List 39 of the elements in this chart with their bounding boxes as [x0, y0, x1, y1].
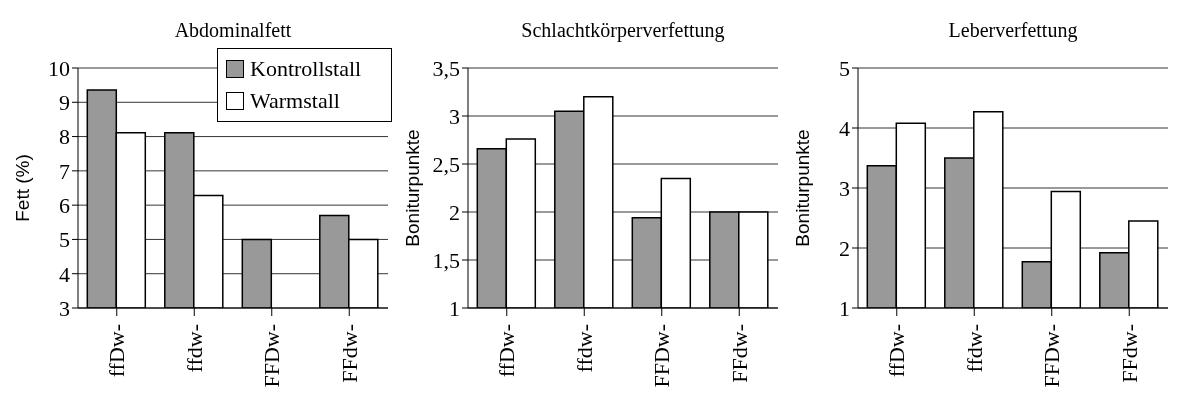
y-tick-label: 1,5	[432, 247, 460, 273]
x-tick-label: ffdw-	[181, 324, 207, 373]
legend-label: Warmstall	[250, 88, 340, 114]
y-tick-label: 9	[59, 90, 70, 116]
y-tick-label: 3	[839, 175, 850, 201]
chart-title: Abdominalfett	[173, 18, 293, 43]
y-tick-label: 5	[59, 227, 70, 253]
x-tick-label: FFdw-	[336, 324, 362, 383]
x-tick-label: ffDw-	[104, 324, 130, 378]
y-tick-label: 8	[59, 124, 70, 150]
y-tick-label: 10	[48, 55, 70, 81]
y-tick-label: 3,5	[432, 55, 460, 81]
y-axis-title: Boniturpunkte	[791, 129, 813, 247]
y-tick-label: 3	[449, 103, 460, 129]
y-tick-label: 2	[449, 199, 460, 225]
y-tick-label: 4	[839, 115, 850, 141]
y-axis-title: Boniturpunkte	[401, 129, 423, 247]
chart-title: Leberverfettung	[947, 18, 1079, 44]
y-tick-label: 5	[839, 55, 850, 81]
y-tick-label: 2,5	[432, 151, 460, 177]
x-tick-label: FFDw-	[649, 324, 675, 388]
x-tick-label: FFDw-	[1039, 324, 1065, 388]
x-tick-label: FFdw-	[1116, 324, 1142, 383]
y-tick-label: 3	[59, 295, 70, 321]
y-tick-label: 4	[59, 261, 70, 287]
x-tick-label: ffDw-	[494, 324, 520, 378]
y-axis-title: Fett (%)	[11, 154, 33, 222]
y-tick-label: 6	[59, 192, 70, 218]
y-tick-label: 1	[449, 295, 460, 321]
chart-title: Schlachtkörperverfettung	[520, 18, 726, 44]
x-tick-label: ffdw-	[571, 324, 597, 373]
x-tick-label: ffdw-	[961, 324, 987, 373]
y-tick-label: 1	[839, 295, 850, 321]
x-tick-label: ffDw-	[884, 324, 910, 378]
legend-label: Kontrollstall	[250, 56, 362, 82]
y-tick-label: 7	[59, 158, 70, 184]
x-tick-label: FFDw-	[259, 324, 285, 388]
x-tick-label: FFdw-	[726, 324, 752, 383]
y-tick-label: 2	[839, 235, 850, 261]
